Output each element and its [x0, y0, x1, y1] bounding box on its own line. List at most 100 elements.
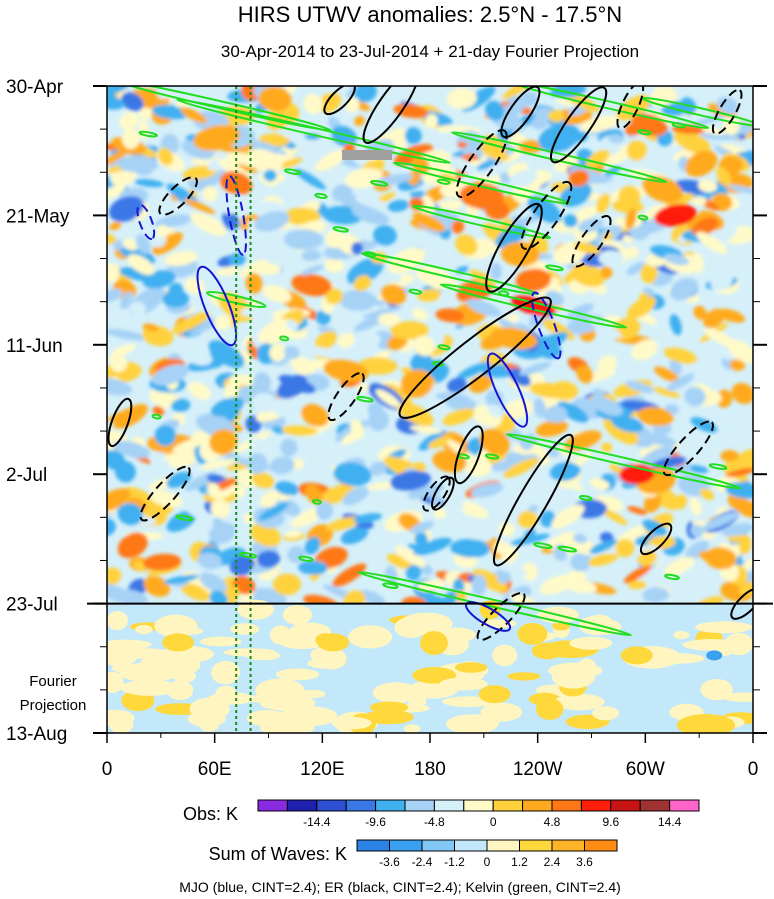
anomaly-patch: [568, 169, 590, 187]
colorbar-tick-label: 2.4: [544, 855, 561, 869]
anomaly-patch: [603, 416, 639, 445]
anomaly-patch: [346, 257, 384, 285]
projection-patch: [369, 701, 409, 714]
y-tick-label: 23-Jul: [6, 595, 58, 616]
er-contour: [730, 587, 753, 620]
anomaly-patch: [256, 550, 280, 568]
anomaly-patch: [393, 144, 434, 166]
anomaly-patch: [110, 168, 137, 187]
kelvin-contour: [512, 86, 710, 130]
anomaly-patch: [585, 149, 610, 168]
anomaly-patch: [117, 532, 148, 559]
colorbar-swatch: [580, 799, 612, 812]
projection-patch: [438, 627, 476, 643]
projection-patch: [394, 616, 428, 638]
colorbar-swatch: [486, 839, 520, 852]
anomaly-patch: [208, 340, 245, 368]
anomaly-patch: [340, 526, 369, 545]
anomaly-patch: [466, 299, 502, 317]
anomaly-patch: [303, 93, 323, 115]
anomaly-patch: [281, 425, 318, 436]
anomaly-patch: [440, 284, 454, 305]
anomaly-patch: [485, 100, 505, 121]
anomaly-patch: [152, 232, 183, 255]
projection-patch: [531, 642, 563, 660]
anomaly-patch: [199, 458, 237, 470]
colorbar-tick-label: 1.2: [511, 855, 528, 869]
anomaly-patch: [729, 358, 746, 371]
anomaly-patch: [119, 111, 139, 130]
colorbar-swatch: [519, 839, 553, 852]
anomaly-patch: [369, 295, 385, 307]
projection-patch: [536, 698, 564, 720]
er-contour: [485, 202, 543, 293]
er-contour: [431, 476, 455, 511]
projection-patch: [363, 709, 414, 725]
er-contour: [158, 176, 198, 216]
anomaly-patch: [410, 352, 433, 374]
x-tick-label: 180: [414, 759, 446, 780]
anomaly-patch: [107, 405, 147, 422]
colorbar-tick-label: 0: [484, 855, 491, 869]
anomaly-patch: [119, 291, 134, 310]
anomaly-patch: [607, 133, 625, 144]
kelvin-contour: [332, 226, 349, 233]
projection-patch: [299, 689, 326, 699]
anomaly-patch: [442, 408, 475, 426]
anomaly-patch: [690, 417, 718, 433]
projection-patch: [478, 685, 511, 704]
anomaly-patch: [625, 380, 655, 394]
anomaly-patch: [626, 262, 645, 276]
anomaly-patch: [129, 301, 147, 316]
colorbar-swatch: [584, 839, 618, 852]
anomaly-patch: [381, 284, 407, 305]
anomaly-patch: [627, 506, 648, 515]
colorbar-swatch: [433, 799, 465, 812]
projection-patch: [162, 633, 195, 652]
anomaly-patch: [685, 150, 718, 177]
anomaly-patch: [720, 449, 739, 462]
anomaly-patch: [250, 523, 281, 547]
anomaly-patch: [248, 438, 268, 447]
waves-legend-title: Sum of Waves: K: [209, 844, 347, 864]
projection-patch: [403, 724, 421, 733]
anomaly-patch: [331, 184, 353, 203]
anomaly-patch: [589, 539, 618, 554]
anomaly-patch: [354, 116, 365, 126]
anomaly-patch: [254, 211, 290, 232]
anomaly-patch: [172, 312, 210, 334]
anomaly-patch: [277, 157, 303, 169]
anomaly-patch: [142, 270, 176, 289]
projection-patch: [648, 653, 705, 664]
anomaly-patch: [357, 357, 398, 375]
anomaly-patch: [540, 510, 556, 528]
projection-patch: [348, 625, 393, 649]
anomaly-patch: [187, 381, 212, 400]
colorbar-tick-label: -2.4: [412, 855, 433, 869]
anomaly-patch: [163, 448, 198, 461]
anomaly-patch: [162, 290, 190, 308]
anomaly-patch: [251, 392, 277, 413]
observed-anomaly-field: [107, 86, 753, 612]
anomaly-patch: [479, 428, 510, 456]
projection-patch: [578, 658, 596, 674]
projection-patch: [215, 685, 237, 701]
anomaly-patch: [472, 569, 508, 593]
anomaly-patch: [572, 533, 588, 544]
anomaly-patch: [368, 409, 389, 432]
anomaly-patch: [378, 313, 401, 326]
x-tick-label: 60W: [626, 759, 665, 780]
anomaly-patch: [107, 184, 126, 200]
anomaly-patch: [470, 482, 504, 498]
anomaly-patch: [618, 185, 641, 207]
anomaly-patch: [600, 266, 613, 279]
projection-label-line1: Fourier: [29, 673, 77, 690]
colorbar-swatch: [375, 799, 406, 812]
anomaly-patch: [626, 140, 647, 161]
colorbar-tick-label: -14.4: [303, 815, 331, 829]
anomaly-patch: [700, 488, 714, 501]
anomaly-patch: [615, 538, 635, 558]
anomaly-patch: [183, 198, 216, 214]
colorbar-swatch: [316, 799, 347, 812]
anomaly-patch: [290, 513, 319, 528]
